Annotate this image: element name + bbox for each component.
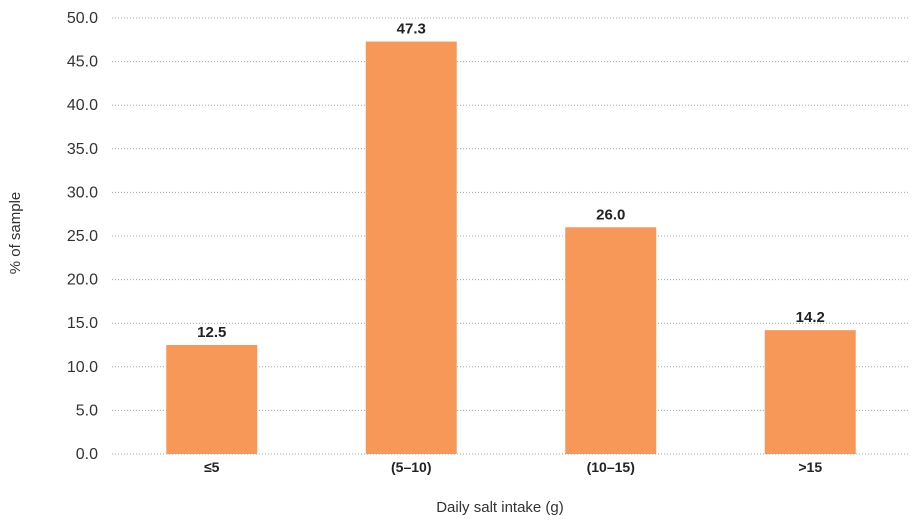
y-tick-label: 25.0	[67, 228, 98, 245]
y-tick-label: 45.0	[67, 54, 98, 71]
y-tick-label: 20.0	[67, 272, 98, 289]
y-tick-label: 5.0	[76, 402, 98, 419]
data-label: 12.5	[197, 324, 226, 341]
x-tick-label: (5–10)	[391, 459, 431, 475]
x-tick-label: >15	[798, 459, 822, 475]
data-label: 14.2	[796, 309, 825, 326]
bars	[166, 41, 856, 454]
gridlines	[112, 17, 910, 455]
y-tick-label: 30.0	[67, 184, 98, 201]
x-tick-label: ≤5	[204, 459, 220, 475]
bar	[565, 227, 657, 454]
x-axis-tick-labels: ≤5 (5–10) (10–15) >15	[204, 459, 822, 475]
y-tick-label: 35.0	[67, 141, 98, 158]
x-axis-title: Daily salt intake (g)	[436, 499, 564, 516]
y-tick-label: 15.0	[67, 315, 98, 332]
y-axis-title: % of sample	[7, 192, 24, 275]
data-labels: 12.5 47.3 26.0 14.2	[197, 21, 825, 341]
bar	[166, 345, 258, 454]
y-tick-label: 50.0	[67, 10, 98, 27]
bar	[764, 330, 856, 454]
bar	[365, 41, 457, 454]
x-tick-label: (10–15)	[587, 459, 635, 475]
data-label: 26.0	[596, 206, 625, 223]
y-tick-label: 10.0	[67, 359, 98, 376]
y-tick-label: 0.0	[76, 446, 98, 463]
y-tick-label: 40.0	[67, 97, 98, 114]
data-label: 47.3	[397, 21, 426, 38]
y-axis-tick-labels: 0.0 5.0 10.0 15.0 20.0 25.0 30.0 35.0 40.0 45.0 50…	[67, 10, 98, 463]
